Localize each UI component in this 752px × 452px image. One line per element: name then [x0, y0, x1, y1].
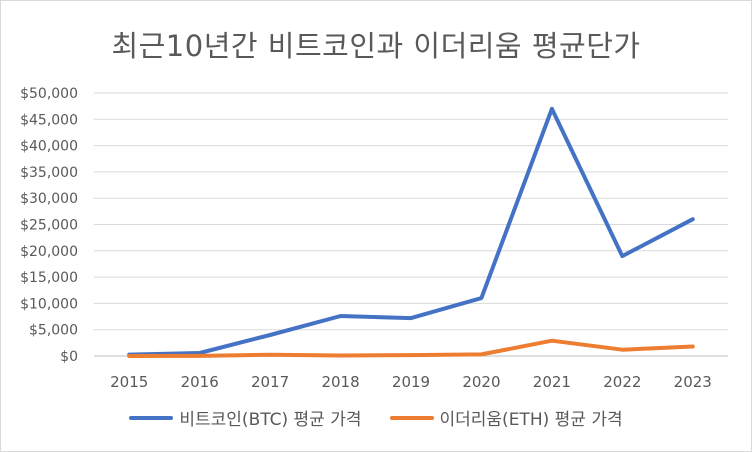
x-tick-label: 2018: [321, 373, 359, 391]
y-tick-label: $45,000: [20, 112, 78, 128]
y-tick-label: $20,000: [20, 244, 78, 260]
x-tick-label: 2019: [392, 373, 430, 391]
y-tick-label: $35,000: [20, 165, 78, 181]
x-tick-label: 2023: [674, 373, 712, 391]
y-tick-label: $15,000: [20, 270, 78, 286]
legend-item-btc: 비트코인(BTC) 평균 가격: [129, 405, 362, 430]
legend-item-eth: 이더리움(ETH) 평균 가격: [389, 405, 623, 430]
y-tick-label: $30,000: [20, 191, 78, 207]
y-tick-label: $50,000: [20, 86, 78, 102]
plot-area: $0 $5,000 $10,000 $15,000 $20,000 $25,000 $30,…: [20, 86, 728, 391]
y-tick-label: $10,000: [20, 296, 78, 312]
x-tick-label: 2020: [462, 373, 500, 391]
legend-label-eth: 이더리움(ETH) 평균 가격: [439, 410, 623, 430]
x-tick-label: 2017: [251, 373, 289, 391]
series-line-eth: [127, 338, 695, 358]
x-tick-label: 2016: [181, 373, 219, 391]
legend-swatch-btc: [129, 415, 174, 420]
x-tick-label: 2022: [603, 373, 641, 391]
chart-legend: 비트코인(BTC) 평균 가격 이더리움(ETH) 평균 가격: [1, 405, 751, 430]
y-tick-label: $0: [60, 349, 78, 365]
x-tick-label: 2021: [533, 373, 571, 391]
y-tick-label: $5,000: [29, 323, 78, 339]
legend-label-btc: 비트코인(BTC) 평균 가격: [179, 410, 362, 430]
y-tick-label: $25,000: [20, 218, 78, 234]
legend-swatch-eth: [389, 415, 434, 420]
x-tick-label: 2015: [110, 373, 148, 391]
chart-title: 최근10년간 비트코인과 이더리움 평균단가: [111, 29, 641, 63]
series-line-btc: [127, 106, 695, 357]
y-tick-label: $40,000: [20, 139, 78, 155]
